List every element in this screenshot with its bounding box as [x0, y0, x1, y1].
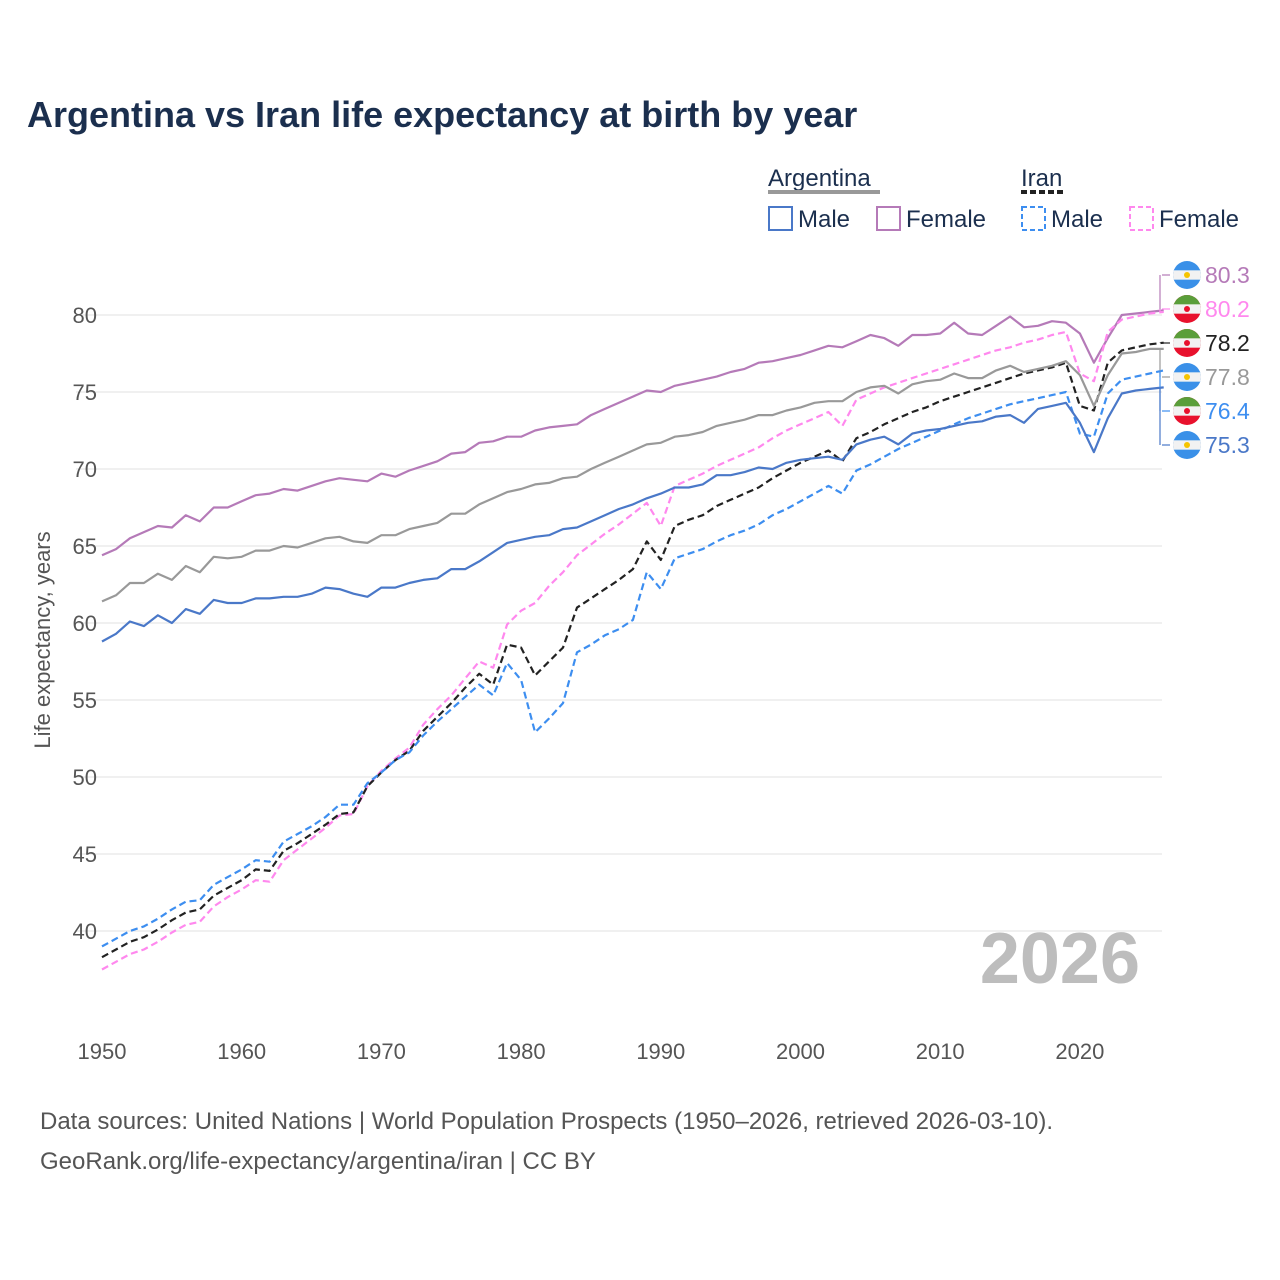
- y-tick-label: 40: [73, 919, 97, 944]
- y-tick-label: 60: [73, 611, 97, 636]
- x-tick-label: 1970: [357, 1039, 406, 1064]
- series-lines: [101, 309, 1164, 971]
- legend-group-label: Argentina: [768, 165, 871, 192]
- end-value-label: 75.3: [1205, 432, 1250, 458]
- series-line-iran: [101, 341, 1164, 959]
- y-axis-label: Life expectancy, years: [30, 531, 55, 748]
- y-tick-label: 50: [73, 765, 97, 790]
- end-value-label: 77.8: [1205, 364, 1250, 390]
- x-tick-label: 2020: [1055, 1039, 1104, 1064]
- label-connector: [1162, 376, 1170, 378]
- end-labels: 80.3 80.2 78.2 77.8 76.4 75.3: [1159, 261, 1250, 459]
- y-tick-label: 80: [73, 303, 97, 328]
- x-tick-label: 1980: [497, 1039, 546, 1064]
- y-tick-label: 45: [73, 842, 97, 867]
- end-value-label: 78.2: [1205, 330, 1250, 356]
- y-tick-label: 75: [73, 380, 97, 405]
- y-axis-ticks: 40 45 50 55 60 65 70 75 80: [73, 303, 97, 944]
- source-line-1: Data sources: United Nations | World Pop…: [40, 1108, 1054, 1135]
- legend-swatch: [876, 206, 901, 231]
- legend-swatch: [1021, 206, 1046, 231]
- label-connector: [1162, 444, 1170, 446]
- legend: Argentina Male Female Iran Male Female: [768, 165, 1239, 233]
- source-line-2[interactable]: GeoRank.org/life-expectancy/argentina/ir…: [40, 1148, 596, 1175]
- chart-title: Argentina vs Iran life expectancy at bir…: [27, 94, 858, 135]
- end-value-label: 80.2: [1205, 296, 1250, 322]
- y-tick-label: 55: [73, 688, 97, 713]
- label-connector: [1162, 410, 1170, 412]
- series-line-iran-male: [101, 369, 1164, 948]
- x-tick-label: 1960: [217, 1039, 266, 1064]
- legend-swatch: [768, 206, 793, 231]
- legend-item-label: Male: [798, 206, 850, 233]
- end-value-label: 80.3: [1205, 262, 1250, 288]
- x-tick-label: 1990: [636, 1039, 685, 1064]
- iran-flag-icon: [1173, 329, 1201, 357]
- x-tick-label: 2000: [776, 1039, 825, 1064]
- legend-item-label: Male: [1051, 206, 1103, 233]
- iran-flag-icon: [1173, 397, 1201, 425]
- label-connector: [1162, 308, 1170, 310]
- label-connector: [1162, 274, 1170, 276]
- legend-item-label: Female: [1159, 206, 1239, 233]
- series-line-argentina-female: [101, 309, 1164, 557]
- x-tick-label: 2010: [916, 1039, 965, 1064]
- end-value-label: 76.4: [1205, 398, 1250, 424]
- legend-group-label: Iran: [1021, 165, 1062, 192]
- x-tick-label: 1950: [78, 1039, 127, 1064]
- series-line-argentina: [101, 347, 1164, 603]
- legend-swatch: [1129, 206, 1154, 231]
- gridlines: [76, 314, 1162, 932]
- series-line-argentina-male: [101, 386, 1164, 643]
- argentina-flag-icon: [1173, 431, 1201, 459]
- x-axis-ticks: 1950 1960 1970 1980 1990 2000 2010 2020: [78, 1039, 1105, 1064]
- year-watermark: 2026: [980, 919, 1140, 999]
- legend-item-label: Female: [906, 206, 986, 233]
- argentina-flag-icon: [1173, 261, 1201, 289]
- y-tick-label: 65: [73, 534, 97, 559]
- argentina-flag-icon: [1173, 363, 1201, 391]
- y-tick-label: 70: [73, 457, 97, 482]
- series-line-iran-female: [101, 310, 1164, 971]
- iran-flag-icon: [1173, 295, 1201, 323]
